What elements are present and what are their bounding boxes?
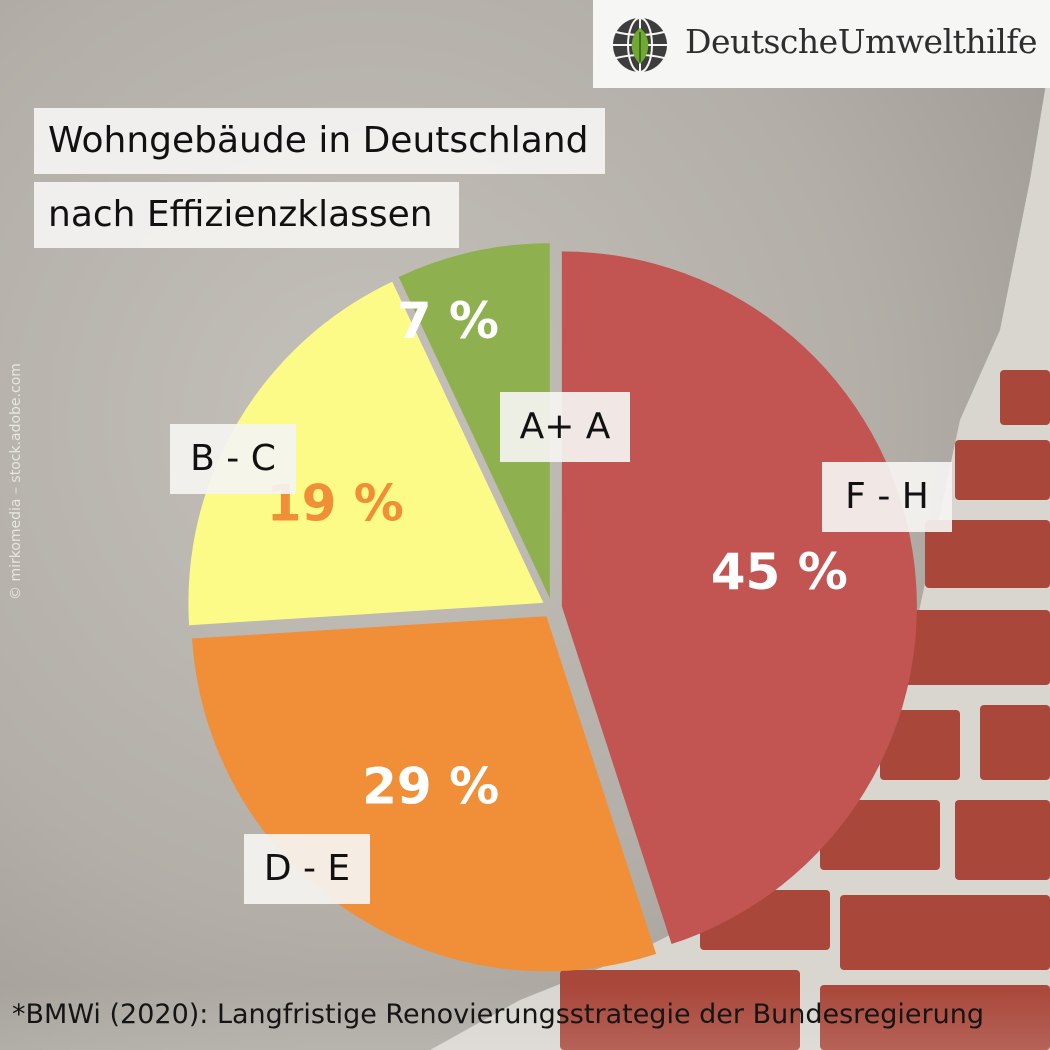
value-label-f-h: 45 % bbox=[711, 543, 848, 601]
pie-slice-b-c bbox=[188, 281, 544, 626]
category-label-a-plus-a: A+ A bbox=[500, 392, 630, 462]
logo-text: DeutscheUmwelthilfe bbox=[685, 22, 1038, 61]
category-label-f-h: F - H bbox=[822, 462, 952, 532]
source-footnote: *BMWi (2020): Langfristige Renovierungss… bbox=[12, 999, 984, 1030]
image-credit: © mirkomedia – stock.adobe.com bbox=[8, 363, 24, 600]
globe-leaf-icon bbox=[613, 17, 667, 73]
chart-title-line-2: nach Effizienzklassen bbox=[34, 182, 459, 248]
pie-slice-a-a bbox=[398, 243, 550, 599]
footnote-bar: *BMWi (2020): Langfristige Renovierungss… bbox=[0, 985, 1050, 1050]
category-label-b-c: B - C bbox=[170, 424, 296, 494]
logo-box: DeutscheUmwelthilfe bbox=[593, 0, 1050, 88]
value-label-d-e: 29 % bbox=[362, 758, 499, 816]
pie-slice-f-h bbox=[561, 251, 917, 945]
chart-title-line-1: Wohngebäude in Deutschland bbox=[34, 108, 605, 174]
category-label-d-e: D - E bbox=[244, 834, 370, 904]
pie-slice-d-e bbox=[192, 616, 657, 972]
value-label-a-a: 7 % bbox=[397, 292, 499, 350]
